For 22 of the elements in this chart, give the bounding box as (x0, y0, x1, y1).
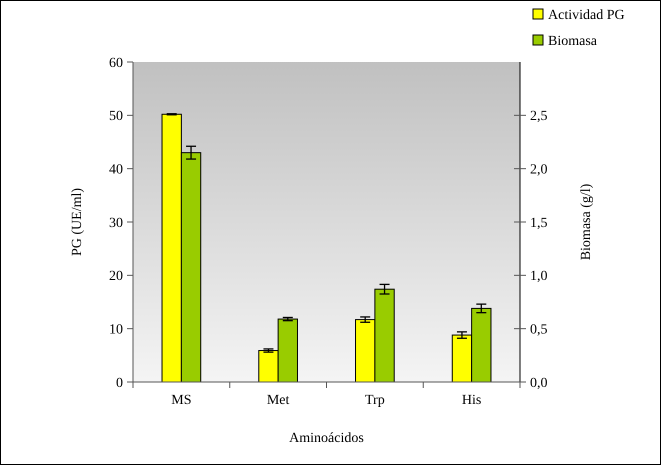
y2-tick-label: 2,5 (530, 109, 548, 124)
x-tick-label: MS (171, 393, 192, 408)
y-tick-label: 20 (109, 269, 123, 284)
x-axis-title: Aminoácidos (289, 431, 364, 446)
y2-tick-label: 0,0 (530, 376, 548, 391)
y-tick-label: 40 (109, 162, 123, 178)
y2-tick-label: 1,0 (530, 269, 548, 284)
y2-tick-label: 1,5 (530, 216, 548, 231)
y-tick-label: 10 (109, 322, 123, 338)
y-tick-label: 30 (109, 216, 123, 231)
y-tick-label: 50 (109, 109, 123, 124)
y2-axis-title: Biomasa (g/l) (579, 183, 594, 260)
y2-tick-label: 2,0 (530, 162, 548, 178)
y2-tick-label: 0,5 (530, 322, 548, 338)
y-axis-title: PG (UE/ml) (70, 188, 85, 256)
y-tick-label: 60 (109, 56, 123, 71)
legend-label: Biomasa (548, 34, 598, 49)
y-tick-label: 0 (116, 376, 123, 391)
x-tick-label: Trp (365, 393, 385, 408)
x-tick-label: His (462, 393, 482, 408)
x-tick-label: Met (266, 393, 290, 408)
legend-label: Actividad PG (548, 8, 625, 23)
